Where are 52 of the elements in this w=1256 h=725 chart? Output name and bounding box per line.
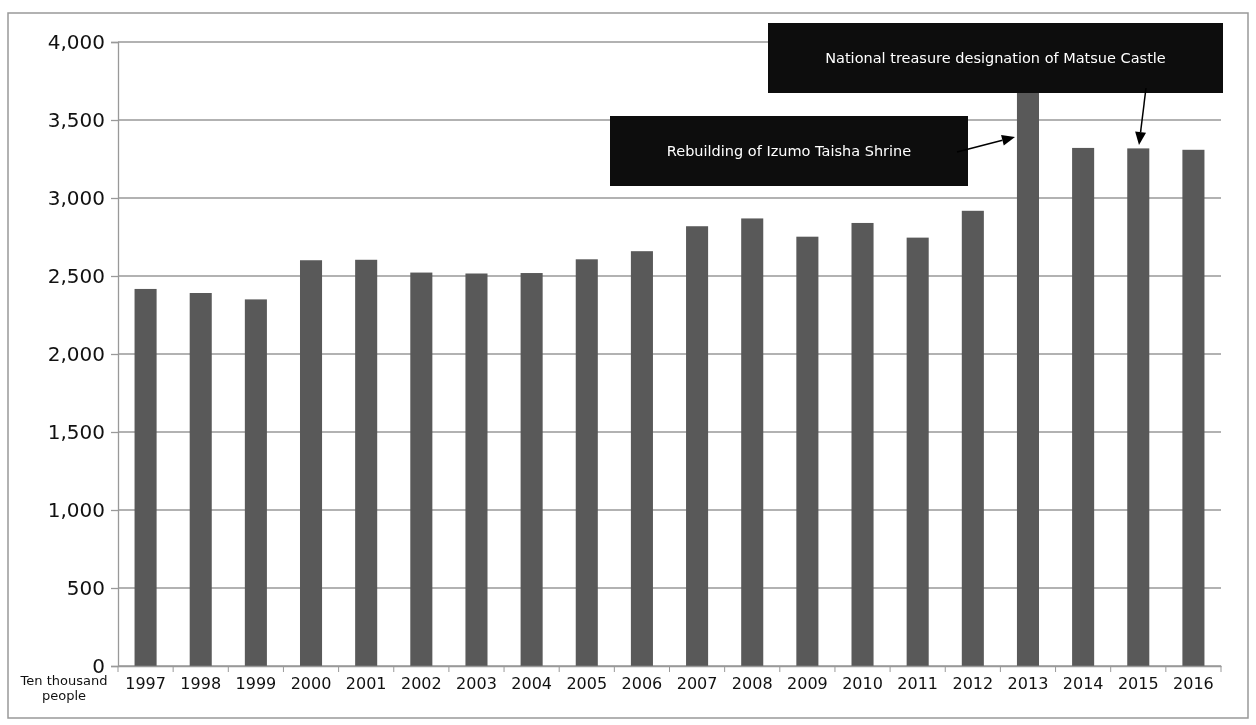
bar <box>741 218 764 666</box>
y-tick-label: 4,000 <box>47 29 105 54</box>
bar <box>906 237 929 666</box>
bar <box>465 273 488 666</box>
bar <box>189 293 212 666</box>
callout-box: Rebuilding of Izumo Taisha Shrine <box>610 116 968 186</box>
x-tick-label: 2007 <box>676 674 718 694</box>
bar <box>961 210 984 666</box>
bar <box>1072 147 1095 666</box>
x-tick-label: 2010 <box>842 674 883 694</box>
bar <box>520 273 543 666</box>
bar <box>1016 91 1040 666</box>
y-tick-label: 2,000 <box>47 341 105 366</box>
bar <box>851 222 874 666</box>
x-tick-label: 2000 <box>290 674 332 694</box>
x-tick-label: 2014 <box>1062 674 1104 694</box>
x-tick-label: 2016 <box>1173 674 1214 694</box>
x-tick-label: 1998 <box>180 674 222 694</box>
bar <box>686 226 709 666</box>
bar <box>796 236 819 666</box>
bar <box>300 260 323 666</box>
y-tick-label: 500 <box>66 575 105 600</box>
y-tick-label: 1,000 <box>47 497 105 522</box>
bar <box>355 259 378 666</box>
x-tick-label: 2004 <box>511 674 552 694</box>
bar <box>575 259 598 666</box>
x-tick-label: 2003 <box>456 674 497 694</box>
bar <box>630 251 653 666</box>
y-tick-label: 1,500 <box>47 419 105 444</box>
x-tick-label: 2008 <box>731 674 773 694</box>
callout-box: National treasure designation of Matsue Castle <box>768 23 1223 93</box>
x-tick-label: 2011 <box>897 674 939 694</box>
x-tick-label: 2012 <box>952 674 994 694</box>
x-tick-label: 2005 <box>566 674 608 694</box>
x-tick-label: 2009 <box>787 674 828 694</box>
bar <box>1127 148 1150 666</box>
annotation: Rebuilding of Izumo Taisha Shrine <box>666 143 912 159</box>
x-tick-label: 2015 <box>1117 674 1159 694</box>
bar <box>1182 149 1205 666</box>
y-tick-label: 2,500 <box>47 263 105 288</box>
x-tick-label: 2001 <box>345 674 387 694</box>
bar <box>410 272 433 666</box>
x-tick-label: 1999 <box>235 674 277 694</box>
annotation: National treasure designation of Matsue Castle <box>825 50 1166 66</box>
x-tick-label: 1997 <box>125 674 166 694</box>
y-tick-label: 3,500 <box>47 107 105 132</box>
y-tick-label: 3,000 <box>47 185 105 210</box>
x-tick-label: 2002 <box>400 674 442 694</box>
x-tick-label: 2006 <box>621 674 663 694</box>
bar <box>134 288 157 666</box>
x-tick-label: 2013 <box>1007 674 1049 694</box>
bar <box>244 299 267 666</box>
